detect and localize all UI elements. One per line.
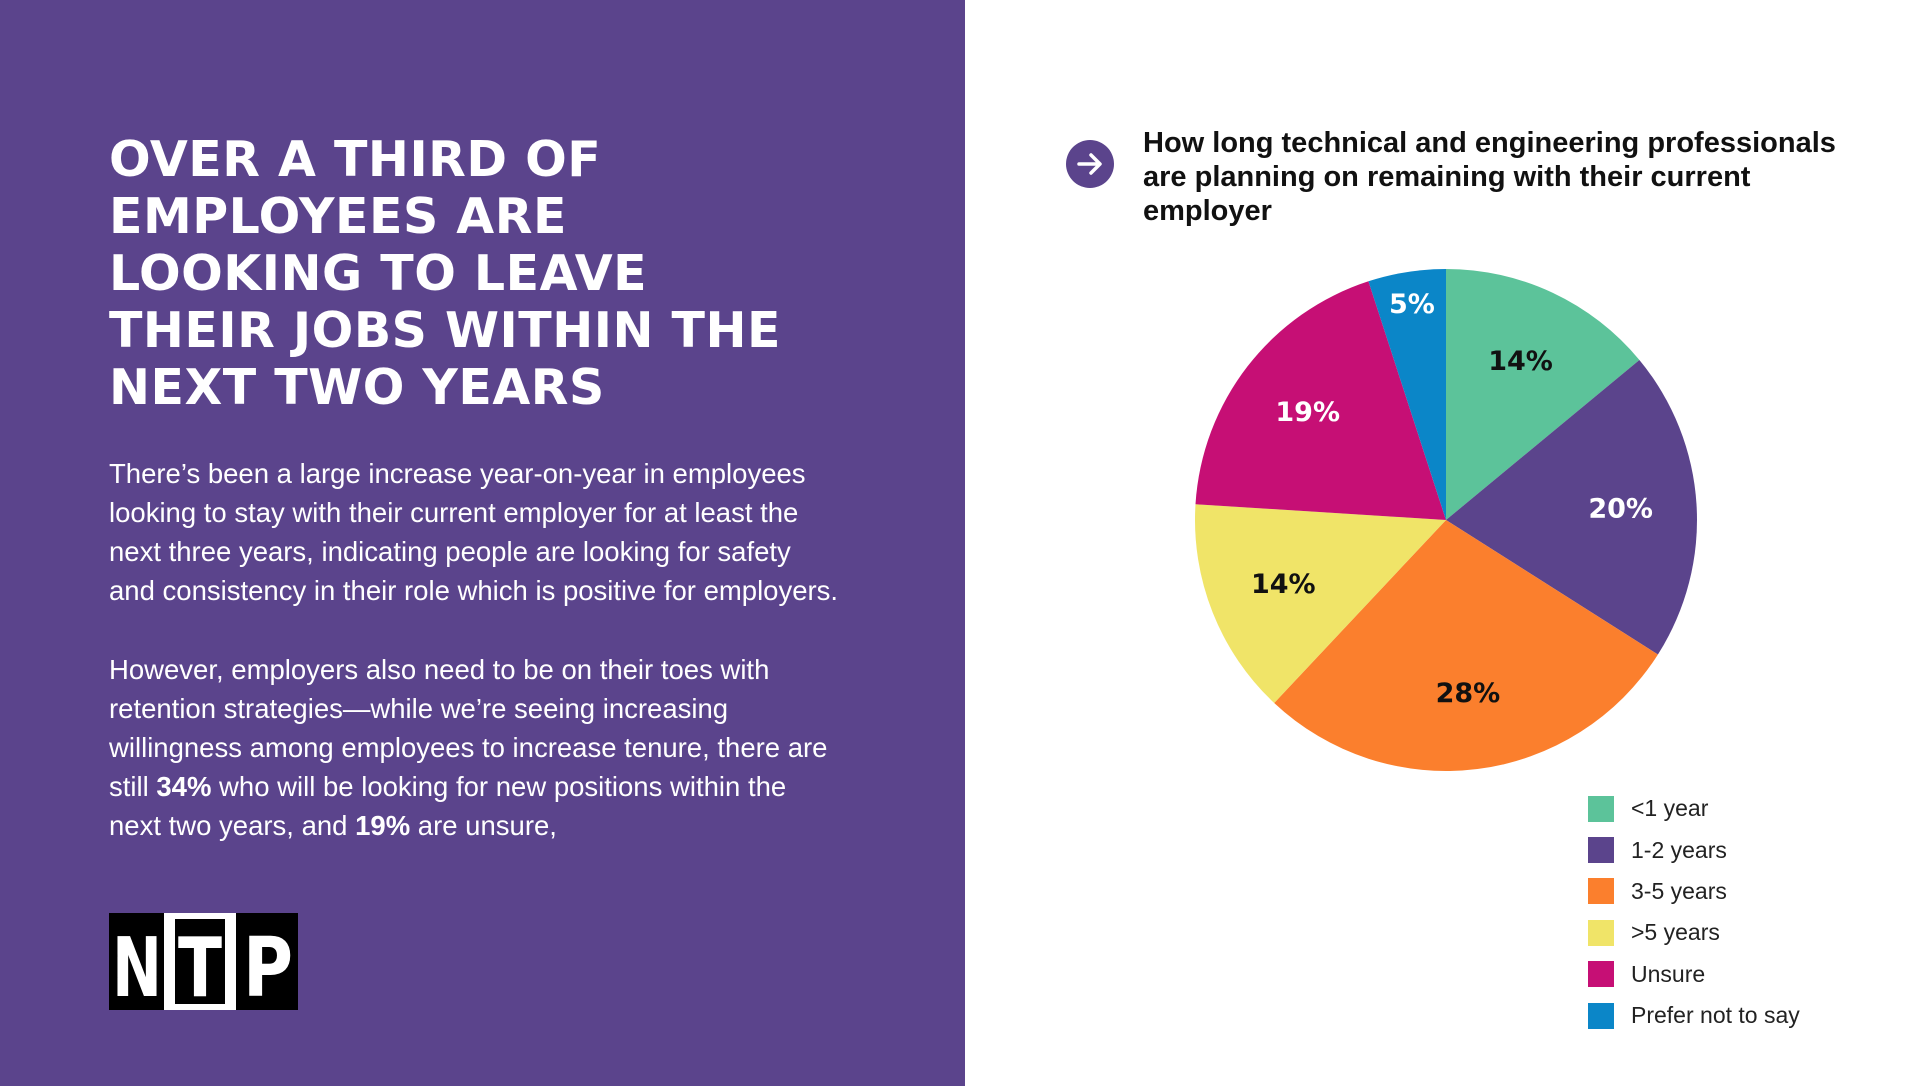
paragraph-line: next three years, indicating people are … bbox=[109, 536, 791, 567]
legend-swatch bbox=[1588, 919, 1614, 946]
arrow-right-circle-icon bbox=[1066, 140, 1114, 188]
pie-slice bbox=[1446, 269, 1640, 520]
pie-slice bbox=[1368, 269, 1446, 520]
logo-middle-box bbox=[175, 919, 225, 1004]
legend-item: >5 years bbox=[1588, 912, 1800, 953]
legend-item: 1-2 years bbox=[1588, 829, 1800, 870]
legend-label: >5 years bbox=[1631, 919, 1720, 946]
legend-swatch bbox=[1588, 837, 1614, 864]
paragraph-text: are unsure, bbox=[410, 810, 557, 841]
legend-label: Unsure bbox=[1631, 960, 1706, 987]
headline-line: NEXT TWO YEARS bbox=[109, 359, 605, 416]
legend-label: 1-2 years bbox=[1631, 836, 1727, 863]
legend-swatch bbox=[1588, 878, 1614, 905]
legend-label: Prefer not to say bbox=[1631, 1002, 1800, 1029]
pie-slice bbox=[1195, 504, 1446, 703]
legend-label: 3-5 years bbox=[1631, 877, 1727, 904]
headline: OVER A THIRD OF EMPLOYEES ARE LOOKING TO… bbox=[109, 131, 809, 416]
highlight-stat-unsure: 19% bbox=[355, 810, 411, 841]
pie-data-label: 20% bbox=[1588, 494, 1653, 525]
legend-swatch bbox=[1588, 795, 1614, 822]
chart-title-line: employer bbox=[1143, 195, 1272, 227]
paragraph-text: still bbox=[109, 771, 157, 802]
left-panel: OVER A THIRD OF EMPLOYEES ARE LOOKING TO… bbox=[0, 0, 965, 1086]
pie-data-label: 5% bbox=[1389, 289, 1435, 320]
legend-swatch bbox=[1588, 961, 1614, 988]
paragraph-text: who will be looking for new positions wi… bbox=[211, 771, 787, 802]
paragraph-line: retention strategies—while we’re seeing … bbox=[109, 693, 729, 724]
paragraph-line: willingness among employees to increase … bbox=[109, 732, 828, 763]
paragraph-line: However, employers also need to be on th… bbox=[109, 654, 770, 685]
headline-line: EMPLOYEES ARE bbox=[109, 188, 567, 245]
chart-legend: <1 year 1-2 years 3-5 years >5 years Uns… bbox=[1588, 788, 1800, 1036]
chart-title: How long technical and engineering profe… bbox=[1143, 126, 1863, 228]
headline-line: THEIR JOBS WITHIN THE bbox=[109, 302, 781, 359]
paragraph-line: and consistency in their role which is p… bbox=[109, 575, 839, 606]
headline-line: LOOKING TO LEAVE bbox=[109, 245, 648, 302]
legend-label: <1 year bbox=[1631, 795, 1709, 822]
pie-slice bbox=[1274, 520, 1658, 772]
pie-data-label: 14% bbox=[1251, 569, 1316, 600]
chart-title-line: How long technical and engineering profe… bbox=[1143, 127, 1836, 159]
legend-item: Unsure bbox=[1588, 954, 1800, 995]
intro-paragraph: There’s been a large increase year-on-ye… bbox=[109, 454, 899, 610]
legend-swatch bbox=[1588, 1002, 1614, 1029]
legend-item: <1 year bbox=[1588, 788, 1800, 829]
ntp-logo: N T P bbox=[109, 913, 298, 1010]
chart-title-line: are planning on remaining with their cur… bbox=[1143, 161, 1751, 193]
pie-slice bbox=[1195, 281, 1446, 520]
paragraph-line: There’s been a large increase year-on-ye… bbox=[109, 458, 806, 489]
legend-item: 3-5 years bbox=[1588, 871, 1800, 912]
pie-data-label: 14% bbox=[1488, 346, 1553, 377]
pie-data-label: 28% bbox=[1436, 678, 1501, 709]
pie-slice bbox=[1446, 360, 1697, 655]
pie-data-label: 19% bbox=[1275, 397, 1340, 428]
paragraph-text: next two years, and bbox=[109, 810, 356, 841]
pie-chart: 14% 20% 28% 14% 19% 5% bbox=[1195, 269, 1697, 772]
legend-item: Prefer not to say bbox=[1588, 995, 1800, 1036]
logo-letter: N bbox=[112, 921, 162, 1010]
headline-line: OVER A THIRD OF bbox=[109, 131, 602, 188]
logo-letter: T bbox=[178, 921, 222, 1010]
highlight-stat-leaving: 34% bbox=[156, 771, 212, 802]
paragraph-line: looking to stay with their current emplo… bbox=[109, 497, 799, 528]
logo-letter: P bbox=[243, 921, 293, 1010]
retention-paragraph: However, employers also need to be on th… bbox=[109, 650, 899, 845]
